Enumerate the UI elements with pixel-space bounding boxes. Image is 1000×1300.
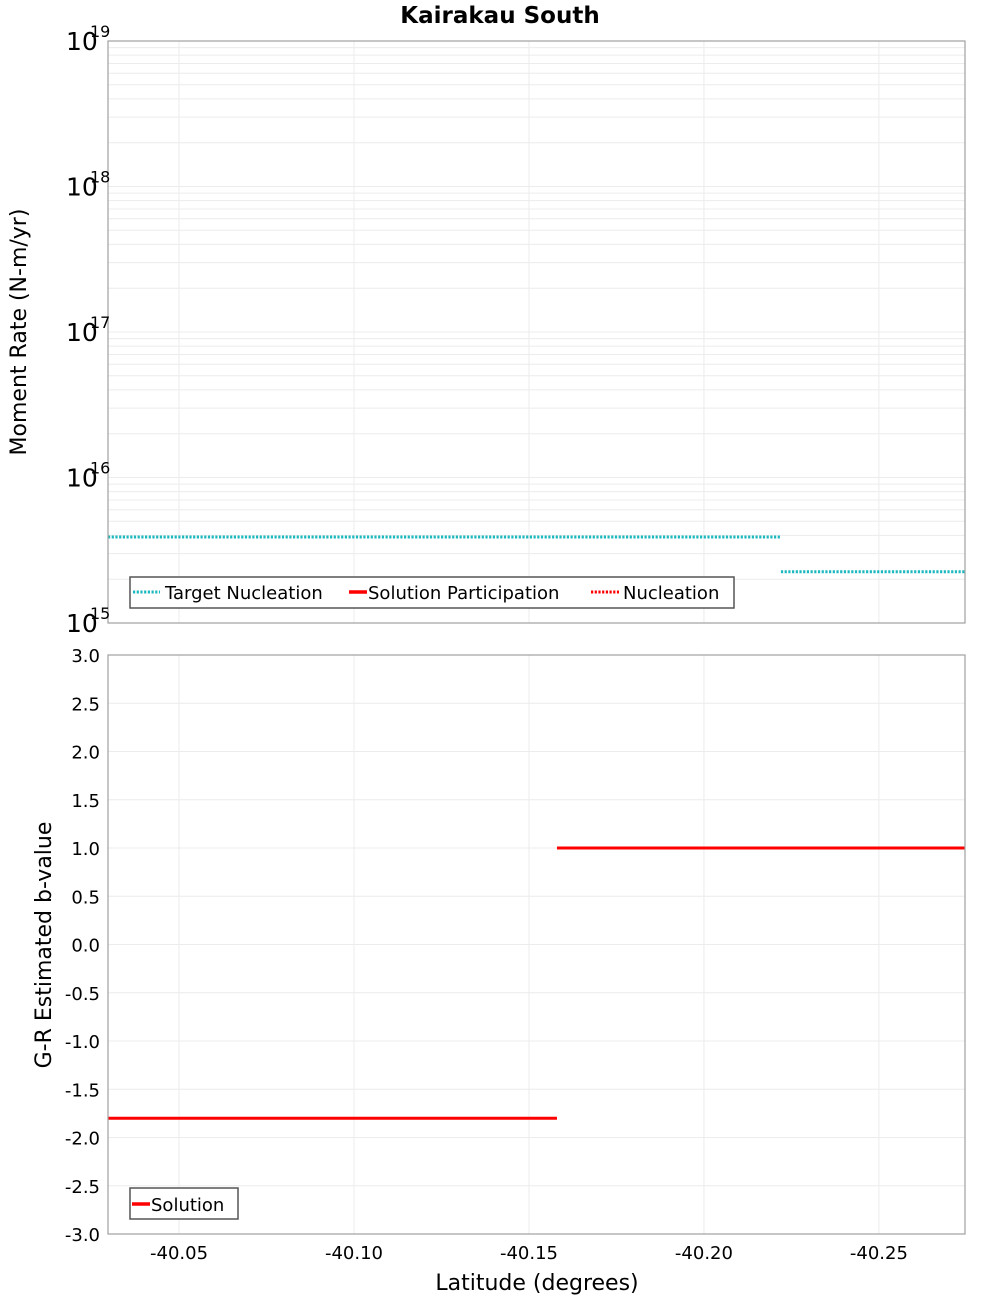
- legend-label-target-nucleation: Target Nucleation: [164, 583, 323, 604]
- y-axis-ticks: 10191018101710161015: [66, 22, 110, 638]
- x-tick-label: -40.20: [675, 1243, 733, 1264]
- b-value-plot: 3.0 2.5 2.0 1.5 1.0 0.5 0.0 -0.5 -1.0 -1.5 -2.0 -2.…: [32, 646, 965, 1296]
- y-tick-exponent: 16: [90, 459, 110, 478]
- y-axis-label: Moment Rate (N-m/yr): [7, 209, 32, 456]
- x-tick-label: -40.05: [150, 1243, 208, 1264]
- y-tick-exponent: 17: [90, 313, 110, 332]
- y-tick-exponent: 15: [90, 604, 110, 623]
- legend: Solution: [130, 1188, 238, 1219]
- y-axis-label: G-R Estimated b-value: [32, 822, 57, 1069]
- y-tick-label: -2.5: [65, 1177, 100, 1198]
- y-tick-label: 0.5: [71, 887, 100, 908]
- x-tick-label: -40.15: [500, 1243, 558, 1264]
- y-tick-label: -2.0: [65, 1129, 100, 1150]
- y-tick-label: 2.0: [71, 743, 100, 764]
- legend-label-nucleation: Nucleation: [623, 583, 719, 604]
- y-tick-label: 1.0: [71, 839, 100, 860]
- x-axis-label: Latitude (degrees): [435, 1271, 638, 1296]
- legend-label-solution-participation: Solution Participation: [368, 583, 559, 604]
- x-axis-ticks: -40.05 -40.10 -40.15 -40.20 -40.25: [150, 1243, 908, 1264]
- y-tick-label: -0.5: [65, 984, 100, 1005]
- chart-title: Kairakau South: [400, 3, 599, 29]
- y-tick-exponent: 19: [90, 22, 110, 41]
- y-tick-label: 0.0: [71, 936, 100, 957]
- y-tick-exponent: 18: [90, 168, 110, 187]
- y-tick-label: 2.5: [71, 694, 100, 715]
- y-tick-label: 1.5: [71, 791, 100, 812]
- y-tick-label: 3.0: [71, 646, 100, 667]
- x-tick-label: -40.10: [325, 1243, 383, 1264]
- x-tick-label: -40.25: [850, 1243, 908, 1264]
- legend: Target Nucleation Solution Participation…: [130, 577, 734, 608]
- chart-figure: Kairakau South 10191018101710161015 Mome…: [0, 0, 1000, 1300]
- legend-label-solution: Solution: [151, 1195, 224, 1216]
- y-tick-label: -1.0: [65, 1032, 100, 1053]
- y-tick-label: -3.0: [65, 1225, 100, 1246]
- y-tick-label: -1.5: [65, 1080, 100, 1101]
- y-axis-ticks: 3.0 2.5 2.0 1.5 1.0 0.5 0.0 -0.5 -1.0 -1.5 -2.0 -2.…: [65, 646, 100, 1246]
- moment-rate-plot: 10191018101710161015 Moment Rate (N-m/yr…: [7, 22, 965, 638]
